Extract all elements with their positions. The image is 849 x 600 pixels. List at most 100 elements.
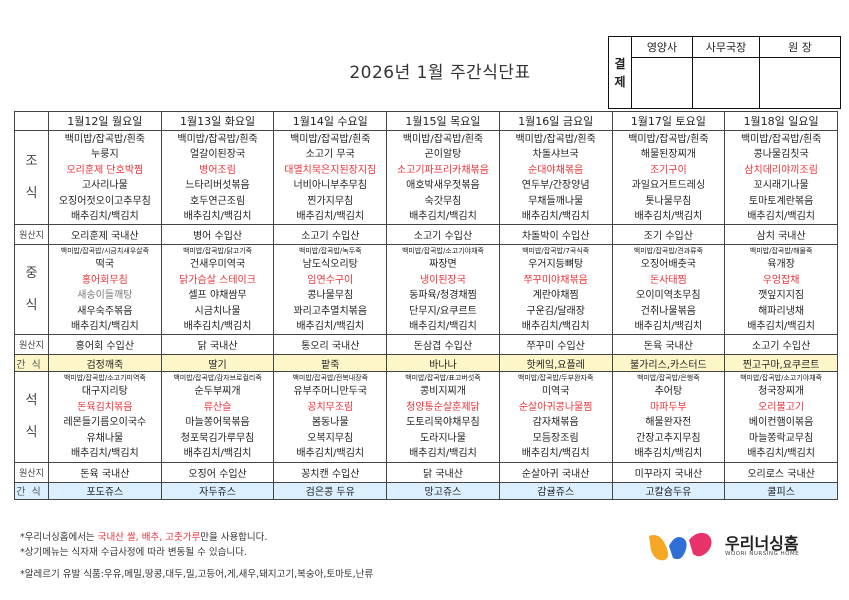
menu-item: 냉이된장국 [419,274,466,286]
menu-item: 얼갈이된장국 [189,149,246,161]
day-header: 1월18일 일요일 [724,111,838,131]
menu-item: 배추김치/백김치 [296,211,365,223]
breakfast-cell: 백미밥/잡곡밥/흰죽 소고기 무국 대멸치묵은지된장지짐 너비아니부추무침 찐가지무침 배… [273,129,388,226]
origin-cell: 오리훈제 국내산 [48,224,162,246]
note-text: 만을 사용합니다. [200,532,268,543]
drink-cell: 망고쥬스 [386,481,500,500]
signature-slot[interactable] [692,57,760,109]
menu-item: 콩나물무침 [307,290,354,302]
menu-item: 계란야채찜 [532,290,579,302]
menu-item: 토마토계란볶음 [748,195,814,207]
menu-item: 봄동나물 [311,417,349,429]
weekly-menu-table: 1월12일 월요일 1월13일 화요일 1월14일 수요일 1월15일 목요일 1월16… [14,111,838,500]
menu-item: 모듬장조림 [532,432,579,444]
menu-item: 오징어배춧국 [640,259,696,271]
menu-item: 배추김치/백김치 [70,448,139,460]
snack-cell: 찐고구마,요쿠르트 [724,354,838,373]
breakfast-cell: 백미밥/잡곡밥/흰죽 얼갈이된장국 병어조림 느타리버섯볶음 호두연근조림 배추김치/백김… [160,129,275,226]
menu-item: 차돌샤브국 [532,149,579,161]
menu-item: 조기구이 [649,164,687,176]
breakfast-cell: 백미밥/잡곡밥/흰죽 콩나물김칫국 삼치데리야끼조림 꼬시래기나물 토마토계란볶음 배추김… [724,129,838,226]
menu-item: 배추김치/백김치 [70,321,139,333]
origin-cell: 소고기 수입산 [273,224,388,246]
note-line-1: *우리너싱홈에서는 국내산 쌀, 배추, 고춧가루만을 사용합니다. [20,530,373,545]
menu-item: 백미밥/잡곡밥/소고기야채죽 [740,374,823,383]
drink-cell: 자두쥬스 [160,481,275,500]
menu-item: 배추김치/백김치 [634,448,703,460]
breakfast-label-1: 조 [25,153,38,169]
lunch-origin-row: 원산지 홍어회 수입산 닭 국내산 통오리 국내산 돈삼겹 수입산 쭈꾸미 수입산 돈육 … [14,334,838,356]
dinner-label-2: 식 [25,424,38,440]
origin-cell: 소고기 수입산 [724,334,838,356]
menu-item: 백미밥/잡곡밥/닭고기죽 [182,247,253,256]
menu-item: 남도식오리탕 [302,259,358,271]
signature-slot[interactable] [631,57,693,109]
menu-item: 청포묵김가루무침 [180,432,255,444]
origin-cell: 닭 국내산 [386,461,500,483]
menu-item: 해물완자전 [645,417,692,429]
note-text: *우리너싱홈에서는 [20,532,98,543]
menu-item: 짜장면 [429,259,457,271]
menu-item: 감자채볶음 [532,417,579,429]
menu-item: 해물된장찌개 [640,149,696,161]
menu-item: 동파육/청경채찜 [409,290,477,302]
menu-item: 쭈꾸미야채볶음 [523,274,588,286]
origin-cell: 소고기 수입산 [386,224,500,246]
allergy-note: *알레르기 유발 식품:우유,메밀,땅콩,대두,밀,고등어,게,새우,돼지고기,… [20,569,374,580]
day-header: 1월14일 수요일 [273,111,388,131]
logo-subtitle: WOORI NURSING HOME [725,551,800,557]
breakfast-cell: 백미밥/잡곡밥/흰죽 해물된장찌개 조기구이 과일요거트드레싱 톳나물무침 배추김치/백김… [611,129,726,226]
menu-item: 호두연근조림 [189,195,246,207]
signature-slot[interactable] [759,57,841,109]
menu-item: 꽈리고추멸치볶음 [293,305,368,317]
dinner-cell: 백미밥/잡곡밥/은행죽 추어탕 마파두부 해물완자전 간장고추지무침 배추김치/백김치 [611,371,726,463]
menu-item: 류산슬 [203,401,232,413]
menu-item: 추어탕 [654,386,683,398]
menu-item: 느타리버섯볶음 [185,180,250,192]
menu-item: 백미밥/잡곡밥/전복내장죽 [292,374,369,383]
dinner-cell: 백미밥/잡곡밥/표고버섯죽 콩비지찌개 청양통순살훈제닭 도토리묵야채무침 도라지나물 배… [386,371,500,463]
menu-item: 백미밥/잡곡밥/흰죽 [290,134,371,145]
menu-item: 순살아귀콩나물찜 [518,401,593,413]
snack-cell: 검정깨죽 [48,354,162,373]
note-line-2: *상기메뉴는 식자재 수급사정에 따라 변동될 수 있습니다. [20,547,247,558]
menu-item: 애호박새우젓볶음 [406,180,480,192]
menu-item: 소고기 무국 [305,149,355,161]
menu-item: 배추김치/백김치 [634,321,703,333]
origin-cell: 삼치 국내산 [724,224,838,246]
lunch-cell: 백미밥/잡곡밥/견과류죽 오징어배춧국 돈사태찜 오이미역초무침 건취나물볶음 배추김치/… [611,244,726,336]
snack-cell: 바나나 [386,354,500,373]
menu-item: 마늘쫑락교무침 [748,432,814,444]
dinner-origin-row: 원산지 돈육 국내산 오징어 수입산 꽁치캔 수입산 닭 국내산 순살아귀 국내산 미꾸라… [14,461,838,483]
snack-row: 간식 검정깨죽 딸기 팥죽 바나나 핫케잌,요플레 불가리스,카스터드 찐고구마,요쿠르트 [14,354,838,373]
menu-item: 소고기파프리카채볶음 [396,164,489,176]
origin-cell: 꽁치캔 수입산 [273,461,388,483]
day-header-row: 1월12일 월요일 1월13일 화요일 1월14일 수요일 1월15일 목요일 1월16… [14,111,838,131]
lunch-label-1: 중 [25,265,38,281]
menu-item: 배추김치/백김치 [409,211,477,223]
menu-item: 배추김치/백김치 [521,321,590,333]
origin-cell: 미꾸라지 국내산 [611,461,726,483]
menu-item: 백미밥/잡곡밥/흰죽 [740,134,822,145]
origin-cell: 병어 수입산 [160,224,275,246]
origin-cell: 오리로스 국내산 [724,461,838,483]
logo-mark-icon [649,532,712,561]
menu-item: 돈사태찜 [649,274,687,286]
note-highlight: 국내산 쌀, 배추, 고춧가루 [97,532,201,543]
menu-item: 누룽지 [91,149,119,161]
approval-label: 결 제 [608,36,632,109]
drink-cell: 포도쥬스 [48,481,162,500]
menu-item: 배추김치/백김치 [634,211,703,223]
drink-cell: 쿨피스 [724,481,838,500]
menu-item: 백미밥/잡곡밥/감자브로컬리죽 [173,374,262,383]
menu-item: 배추김치/백김치 [183,321,252,333]
menu-item: 돈육김치볶음 [77,401,133,413]
menu-item: 순대야채볶음 [528,164,584,176]
origin-cell: 차돌박이 수입산 [498,224,613,246]
dinner-cell: 백미밥/잡곡밥/전복내장죽 유부주머니만두국 꽁치무조림 봄동나물 오복지무침 배추김치/… [273,371,388,463]
menu-item: 배추김치/백김치 [409,321,477,333]
origin-cell: 돈육 국내산 [48,461,162,483]
